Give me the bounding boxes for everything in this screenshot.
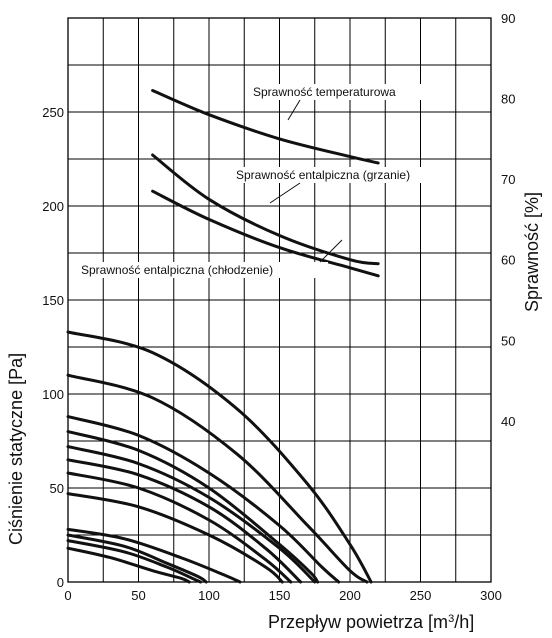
pressure-curve	[66, 430, 320, 584]
efficiency-curve	[151, 189, 380, 278]
x-tick-label: 50	[131, 588, 145, 603]
efficiency-curves	[151, 89, 380, 278]
x-tick-label: 150	[269, 588, 291, 603]
label-efficiency-enthalpy-heating: Sprawność entalpiczna (grzanie)	[236, 168, 410, 182]
efficiency-curve	[151, 153, 380, 266]
pressure-curve	[66, 533, 208, 584]
y-left-tick-label: 250	[42, 105, 64, 120]
y-left-tick-label: 200	[42, 199, 64, 214]
pressure-curves	[66, 330, 373, 584]
pressure-curve	[66, 445, 317, 584]
y-right-tick-label: 90	[501, 11, 515, 26]
label-efficiency-temperature: Sprawność temperaturowa	[253, 85, 396, 99]
pressure-curve	[66, 539, 202, 584]
y-right-tick-label: 40	[501, 414, 515, 429]
label-efficiency-enthalpy-cooling: Sprawność entalpiczna (chłodzenie)	[81, 263, 273, 277]
x-tick-label: 0	[64, 588, 71, 603]
y-right-tick-label: 70	[501, 172, 515, 187]
y-left-axis-title: Ciśnienie statyczne [Pa]	[6, 353, 26, 545]
pressure-curve	[66, 492, 284, 584]
y-left-tick-label: 0	[57, 575, 64, 590]
efficiency-curve	[151, 89, 380, 165]
y-right-tick-label: 50	[501, 333, 515, 348]
leader-temperature	[287, 99, 301, 121]
pressure-curve	[66, 458, 303, 584]
efficiency-annotations: Sprawność temperaturowa Sprawność entalp…	[75, 84, 449, 278]
y-right-tick-labels: 40 50 60 70 80 90	[501, 11, 515, 429]
x-tick-labels: 0 50 100 150 200 250 300	[64, 588, 501, 603]
x-tick-label: 250	[410, 588, 432, 603]
y-right-tick-label: 80	[501, 92, 515, 107]
pressure-curve	[66, 415, 341, 584]
y-left-tick-label: 100	[42, 387, 64, 402]
x-axis-title: Przepływ powietrza [m3/h]	[268, 612, 474, 632]
x-tick-label: 300	[480, 588, 502, 603]
plot-frame	[67, 17, 492, 583]
y-right-tick-label: 60	[501, 253, 515, 268]
y-left-tick-label: 150	[42, 293, 64, 308]
pressure-curve	[66, 373, 369, 584]
pressure-curve	[66, 330, 373, 584]
x-tick-label: 100	[198, 588, 220, 603]
leader-cooling	[319, 239, 343, 263]
pressure-curve	[66, 471, 293, 584]
grid	[68, 18, 491, 582]
y-right-axis-title: Sprawność [%]	[522, 192, 542, 312]
y-left-tick-label: 50	[50, 481, 64, 496]
leader-heating	[269, 182, 301, 204]
y-left-tick-labels: 0 50 100 150 200 250	[42, 105, 64, 590]
x-tick-label: 200	[339, 588, 361, 603]
pressure-curve	[66, 527, 242, 584]
pressure-curve	[66, 546, 191, 584]
